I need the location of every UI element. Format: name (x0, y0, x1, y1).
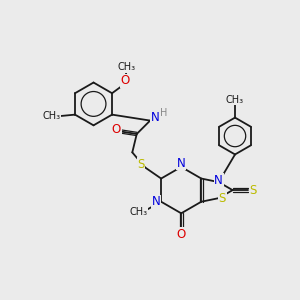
Text: N: N (152, 195, 160, 208)
Text: O: O (177, 228, 186, 241)
Text: N: N (214, 174, 223, 187)
Text: S: S (250, 184, 257, 196)
Text: O: O (112, 123, 121, 136)
Text: CH₃: CH₃ (42, 111, 60, 121)
Text: H: H (160, 108, 167, 118)
Text: S: S (137, 158, 145, 171)
Text: CH₃: CH₃ (130, 206, 148, 217)
Text: CH₃: CH₃ (117, 62, 135, 72)
Text: N: N (151, 111, 160, 124)
Text: O: O (121, 74, 130, 87)
Text: S: S (219, 192, 226, 205)
Text: N: N (177, 157, 186, 169)
Text: CH₃: CH₃ (226, 95, 244, 105)
